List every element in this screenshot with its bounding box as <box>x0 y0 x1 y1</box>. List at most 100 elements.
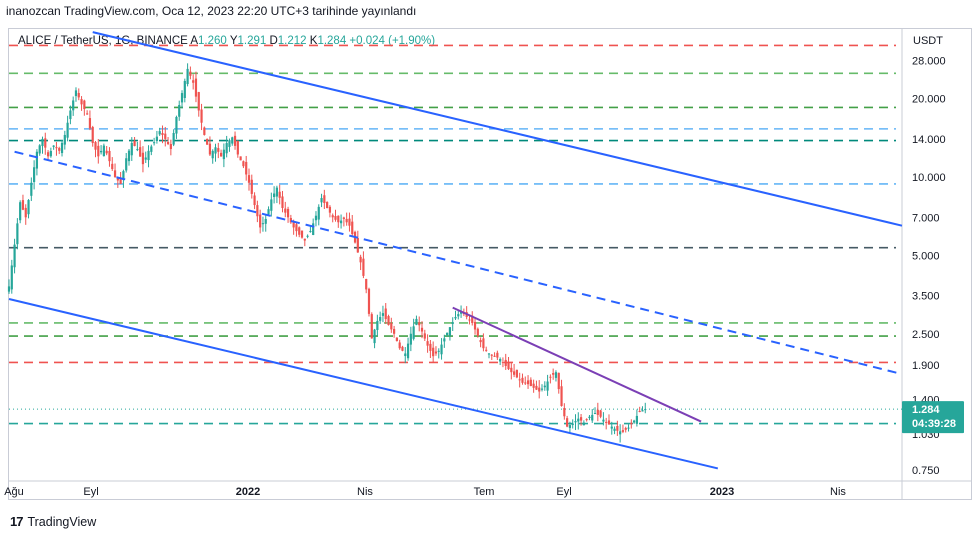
candle-body <box>306 235 309 237</box>
candle-body <box>270 199 273 211</box>
candle-body <box>437 350 440 352</box>
candle-body <box>543 385 546 388</box>
candle-body <box>365 279 368 290</box>
candle-body <box>535 385 538 390</box>
candle-body <box>367 288 371 314</box>
candle-body <box>49 150 52 157</box>
x-tick-label: Eyl <box>556 486 571 498</box>
candle-body <box>312 223 315 236</box>
candle-body <box>317 206 320 220</box>
high-value: 1.291 <box>237 35 267 47</box>
candle-body <box>239 156 242 161</box>
tradingview-footer[interactable]: 17 TradingView <box>10 514 96 529</box>
candle-body <box>393 328 396 334</box>
candle-body <box>373 329 376 344</box>
candle-body <box>273 193 276 198</box>
candle-body <box>122 171 125 180</box>
candle-body <box>97 145 100 157</box>
candle-body <box>69 110 72 120</box>
candle-body <box>638 410 641 412</box>
candle-body <box>264 218 267 224</box>
candle-body <box>74 90 78 97</box>
candle-body <box>448 327 452 336</box>
candle-body <box>281 196 284 209</box>
candle-body <box>499 358 502 362</box>
candle-body <box>568 425 572 428</box>
candle-body <box>41 138 44 147</box>
candle-body <box>194 78 198 97</box>
y-tick-label: 10.000 <box>912 172 946 184</box>
candle-body <box>94 142 97 150</box>
candle-body <box>418 322 421 326</box>
candle-body <box>309 231 312 233</box>
candle-body <box>245 161 248 175</box>
x-tick-label: Tem <box>474 486 495 498</box>
candle-body <box>259 214 262 228</box>
change-value: +0.024 (+1.90%) <box>349 35 436 47</box>
last-price-value: 1.284 <box>912 404 940 416</box>
candle-body <box>10 265 13 290</box>
candle-body <box>77 92 80 98</box>
x-tick-label: Nis <box>357 486 373 498</box>
candle-body <box>412 326 415 339</box>
candle-body <box>409 333 412 345</box>
candle-body <box>451 322 454 325</box>
candle-body <box>538 387 541 392</box>
candle-body <box>217 148 220 152</box>
y-tick-label: 14.000 <box>912 134 946 146</box>
candle-body <box>27 200 30 215</box>
candle-body <box>175 116 178 134</box>
candle-body <box>507 362 510 370</box>
candle-body <box>526 380 530 385</box>
candle-body <box>621 430 625 432</box>
y-tick-label: 0.750 <box>912 465 940 477</box>
candle-body <box>351 221 354 235</box>
candle-body <box>150 146 153 152</box>
candle-body <box>261 223 265 225</box>
candle-body <box>33 167 36 182</box>
last-price-badge <box>902 401 964 434</box>
candle-body <box>292 221 295 228</box>
candle-body <box>164 133 167 139</box>
candle-body <box>256 205 259 217</box>
candle-body <box>314 215 318 221</box>
candle-body <box>496 352 499 358</box>
candle-body <box>298 227 301 235</box>
candle-body <box>401 346 404 351</box>
candle-body <box>284 208 287 213</box>
candle-body <box>200 109 203 123</box>
candle-body <box>295 224 298 232</box>
candle-body <box>88 118 92 129</box>
candle-body <box>585 419 588 421</box>
publish-info: inanozcan TradingView.com, Oca 12, 2023 … <box>6 4 417 18</box>
candle-body <box>633 420 636 423</box>
candle-body <box>454 316 457 319</box>
candle-body <box>63 134 66 145</box>
candle-body <box>342 217 345 219</box>
candle-body <box>130 143 133 156</box>
open-label: A <box>190 35 199 47</box>
candle-body <box>540 388 544 390</box>
candle-body <box>339 220 343 224</box>
candle-body <box>566 418 569 427</box>
candle-body <box>13 244 16 268</box>
candle-body <box>136 149 139 151</box>
candle-body <box>233 135 237 146</box>
candle-countdown: 04:39:28 <box>912 418 956 430</box>
candle-body <box>108 150 111 162</box>
candle-body <box>613 428 616 431</box>
candle-body <box>105 150 108 154</box>
candle-body <box>203 127 206 135</box>
candle-body <box>487 353 491 355</box>
candle-body <box>596 409 599 415</box>
chart-frame[interactable] <box>8 28 972 500</box>
candle-body <box>267 209 270 215</box>
candle-body <box>208 143 212 155</box>
candle-body <box>571 423 574 426</box>
candle-body <box>591 414 594 421</box>
candle-body <box>579 417 583 421</box>
low-value: 1.212 <box>277 35 307 47</box>
candle-body <box>46 152 50 157</box>
candle-body <box>102 145 105 157</box>
